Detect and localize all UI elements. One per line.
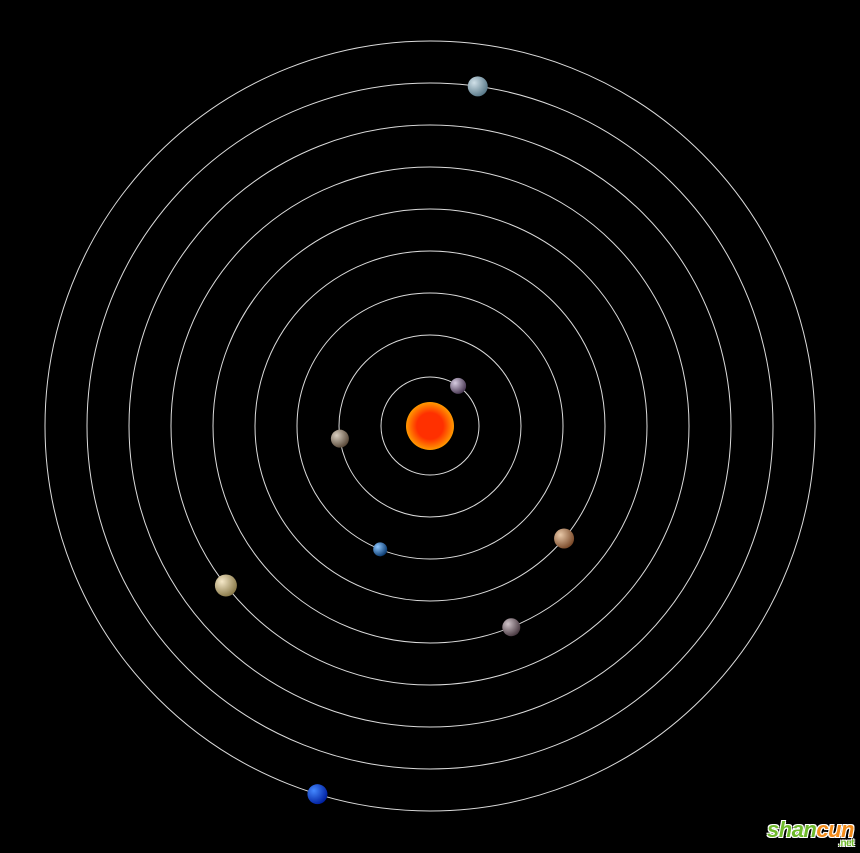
solar-system-diagram: shancun .net bbox=[0, 0, 860, 853]
planet-neptune bbox=[307, 784, 327, 804]
diagram-svg bbox=[0, 0, 860, 853]
planet-mercury bbox=[450, 378, 466, 394]
planet-venus bbox=[331, 430, 349, 448]
planet-mars bbox=[554, 528, 574, 548]
planet-saturn bbox=[215, 574, 237, 596]
planet-earth bbox=[373, 542, 387, 556]
sun bbox=[406, 402, 454, 450]
planet-uranus bbox=[468, 76, 488, 96]
planet-jupiter bbox=[502, 618, 520, 636]
